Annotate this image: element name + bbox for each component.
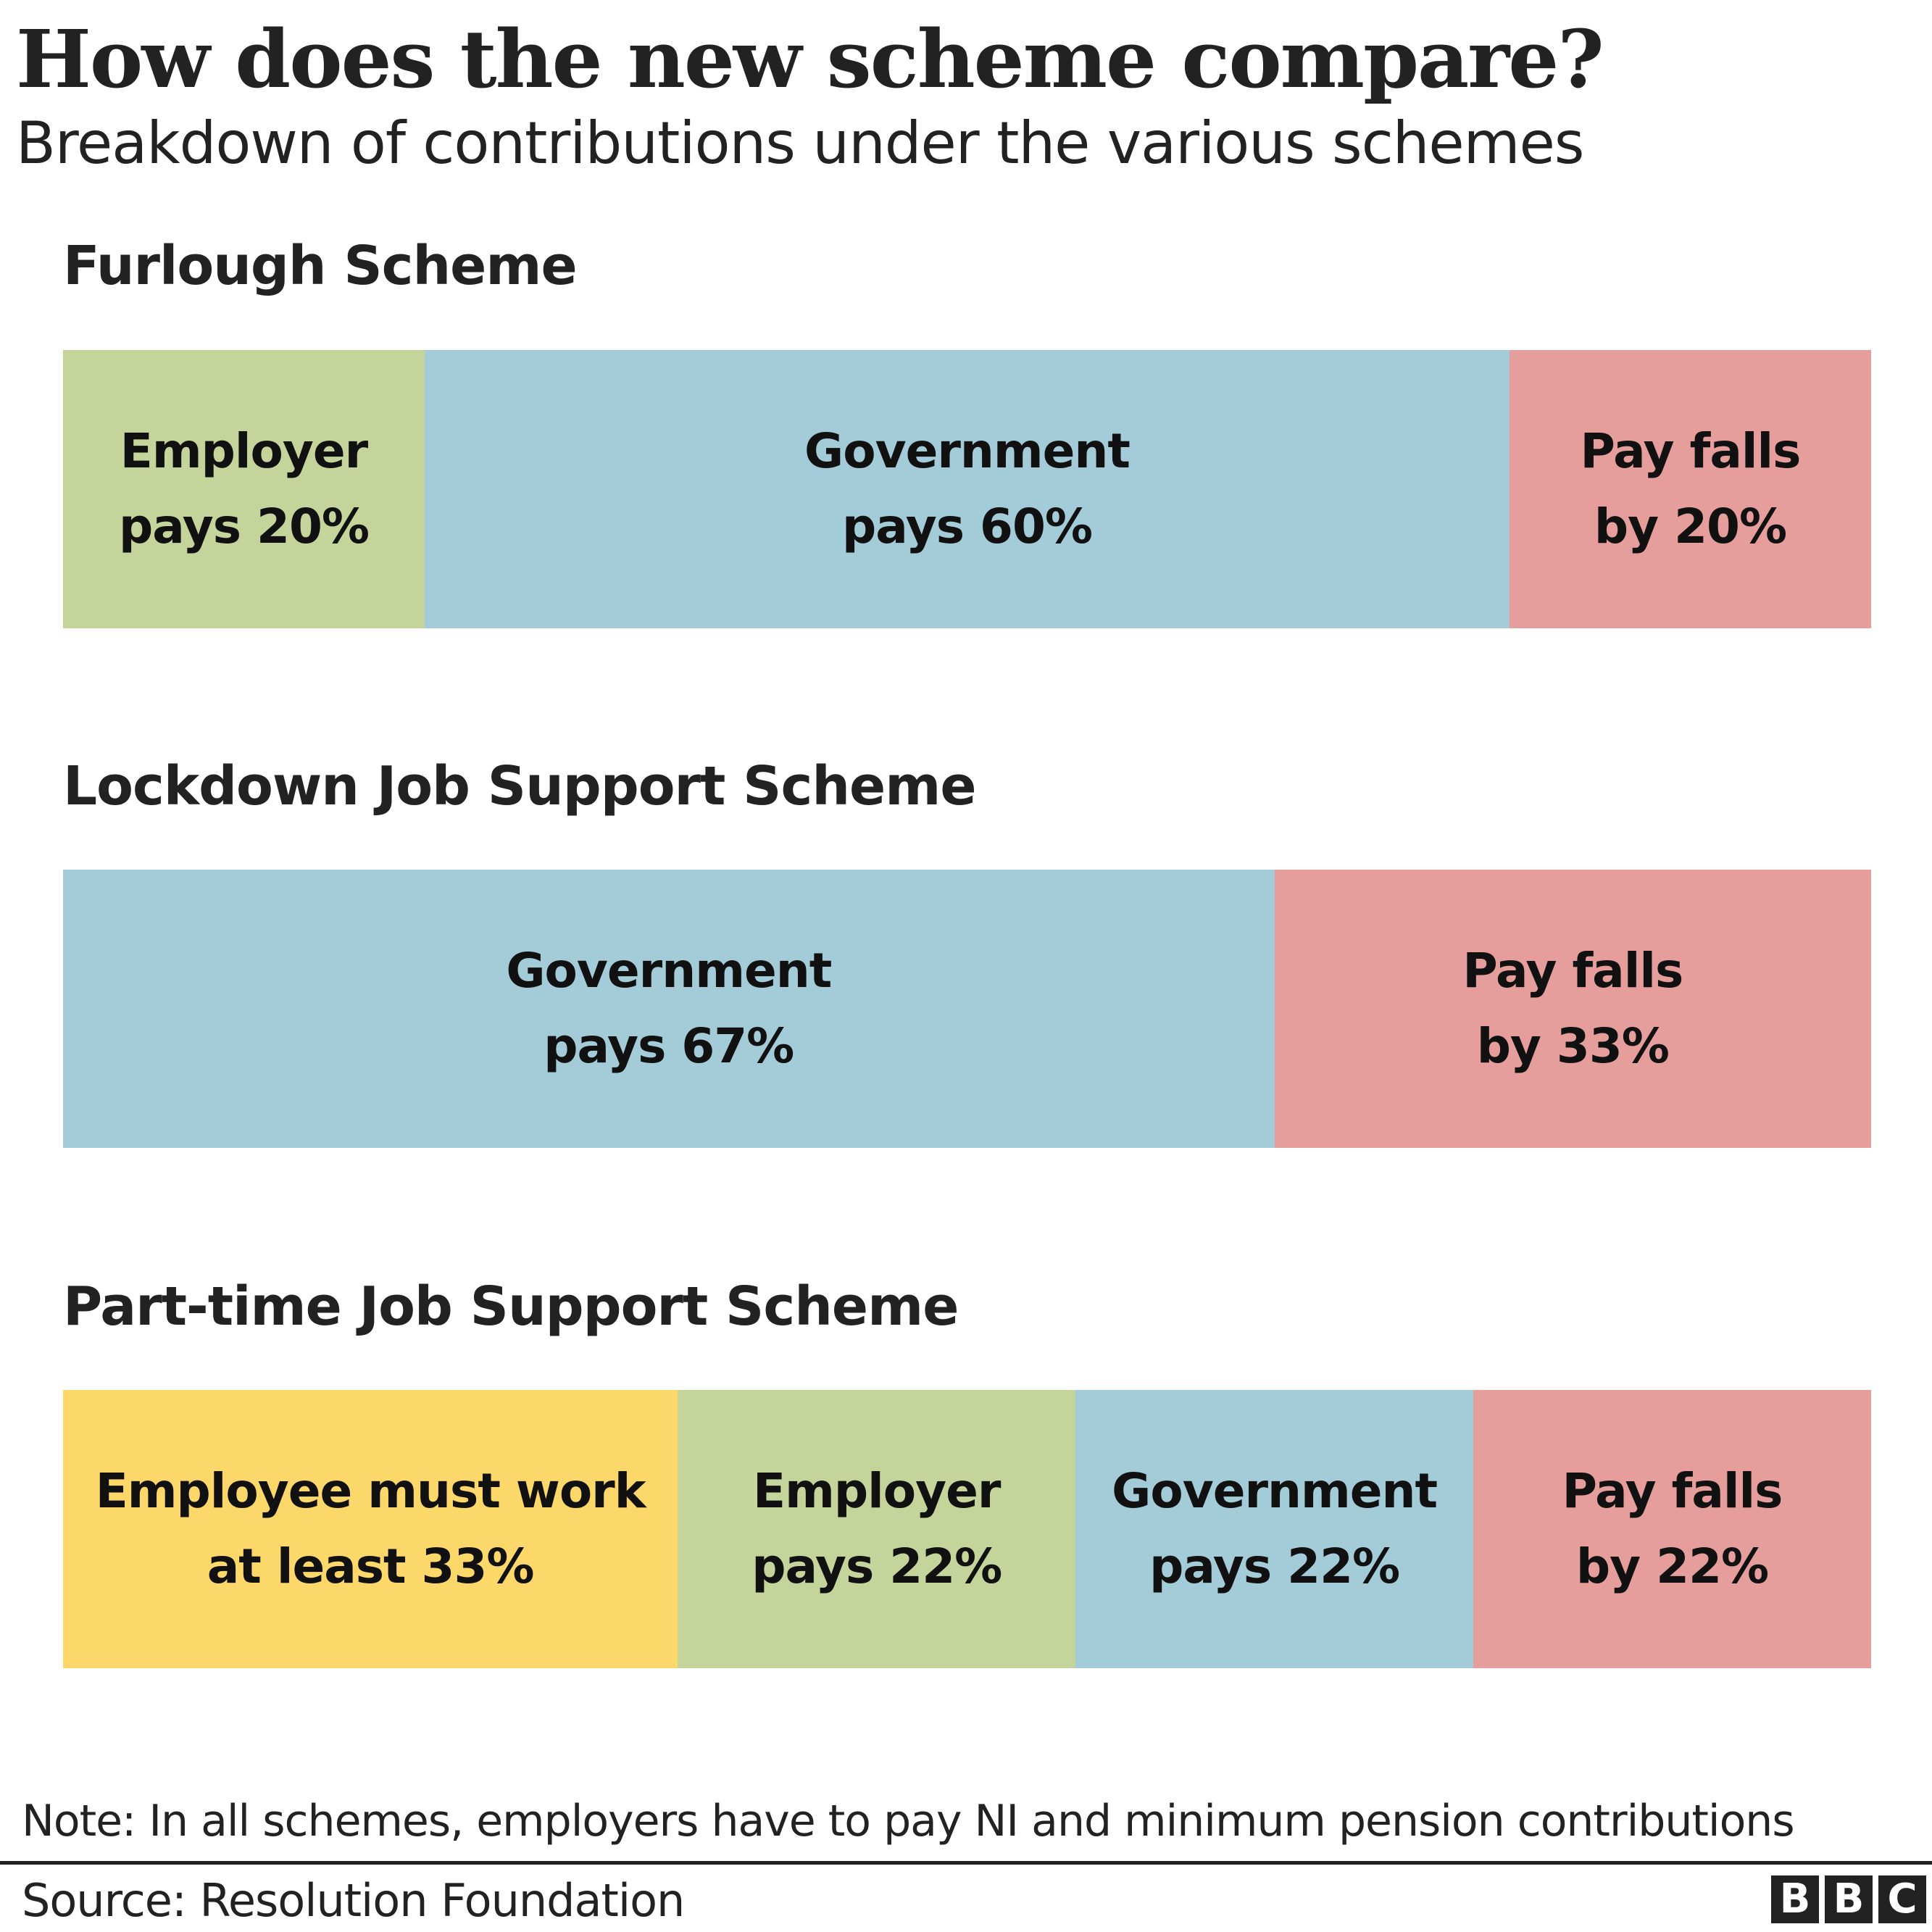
segment-label: Government — [1112, 1463, 1438, 1519]
segment-pay-falls: Pay falls by 22% — [1473, 1390, 1871, 1668]
segment-label: Pay falls — [1580, 423, 1802, 479]
segment-value: pays 22% — [751, 1538, 1002, 1594]
segment-government: Government pays 22% — [1075, 1390, 1474, 1668]
bbc-logo-letter: B — [1771, 1875, 1819, 1923]
bbc-logo: B B C — [1771, 1875, 1926, 1923]
bar-furlough: Employer pays 20% Government pays 60% Pay … — [63, 350, 1871, 628]
segment-label: Government — [804, 423, 1131, 479]
bbc-logo-letter: C — [1878, 1875, 1926, 1923]
bar-part-time: Employee must work at least 33% Employer p… — [63, 1390, 1871, 1668]
segment-pay-falls: Pay falls by 20% — [1510, 350, 1871, 628]
segment-government: Government pays 67% — [63, 870, 1275, 1148]
segment-government: Government pays 60% — [425, 350, 1510, 628]
segment-label: Pay falls — [1462, 943, 1683, 999]
segment-value: pays 22% — [1149, 1538, 1400, 1594]
segment-employee: Employee must work at least 33% — [63, 1390, 678, 1668]
section-title-lockdown: Lockdown Job Support Scheme — [63, 755, 977, 817]
footnote: Note: In all schemes, employers have to … — [22, 1796, 1795, 1846]
divider — [0, 1861, 1932, 1865]
chart-title: How does the new scheme compare? — [16, 12, 1604, 106]
segment-label: Government — [506, 943, 832, 999]
bar-lockdown: Government pays 67% Pay falls by 33% — [63, 870, 1871, 1148]
chart-subtitle: Breakdown of contributions under the var… — [16, 109, 1584, 177]
segment-value: by 20% — [1594, 499, 1787, 554]
segment-value: by 22% — [1575, 1538, 1769, 1594]
segment-label: Pay falls — [1562, 1463, 1783, 1519]
bbc-logo-letter: B — [1825, 1875, 1873, 1923]
segment-label: Employer — [120, 423, 368, 479]
segment-pay-falls: Pay falls by 33% — [1274, 870, 1871, 1148]
segment-employer: Employer pays 22% — [678, 1390, 1076, 1668]
segment-value: pays 20% — [118, 499, 370, 554]
section-title-furlough: Furlough Scheme — [63, 235, 578, 297]
segment-label: Employee must work — [95, 1463, 646, 1519]
source-credit: Source: Resolution Foundation — [22, 1874, 685, 1927]
segment-label: Employer — [753, 1463, 1001, 1519]
segment-value: pays 60% — [841, 499, 1093, 554]
section-title-part-time: Part-time Job Support Scheme — [63, 1275, 959, 1338]
segment-value: by 33% — [1476, 1018, 1670, 1074]
segment-value: pays 67% — [544, 1018, 794, 1074]
segment-employer: Employer pays 20% — [63, 350, 425, 628]
segment-value: at least 33% — [207, 1538, 535, 1594]
